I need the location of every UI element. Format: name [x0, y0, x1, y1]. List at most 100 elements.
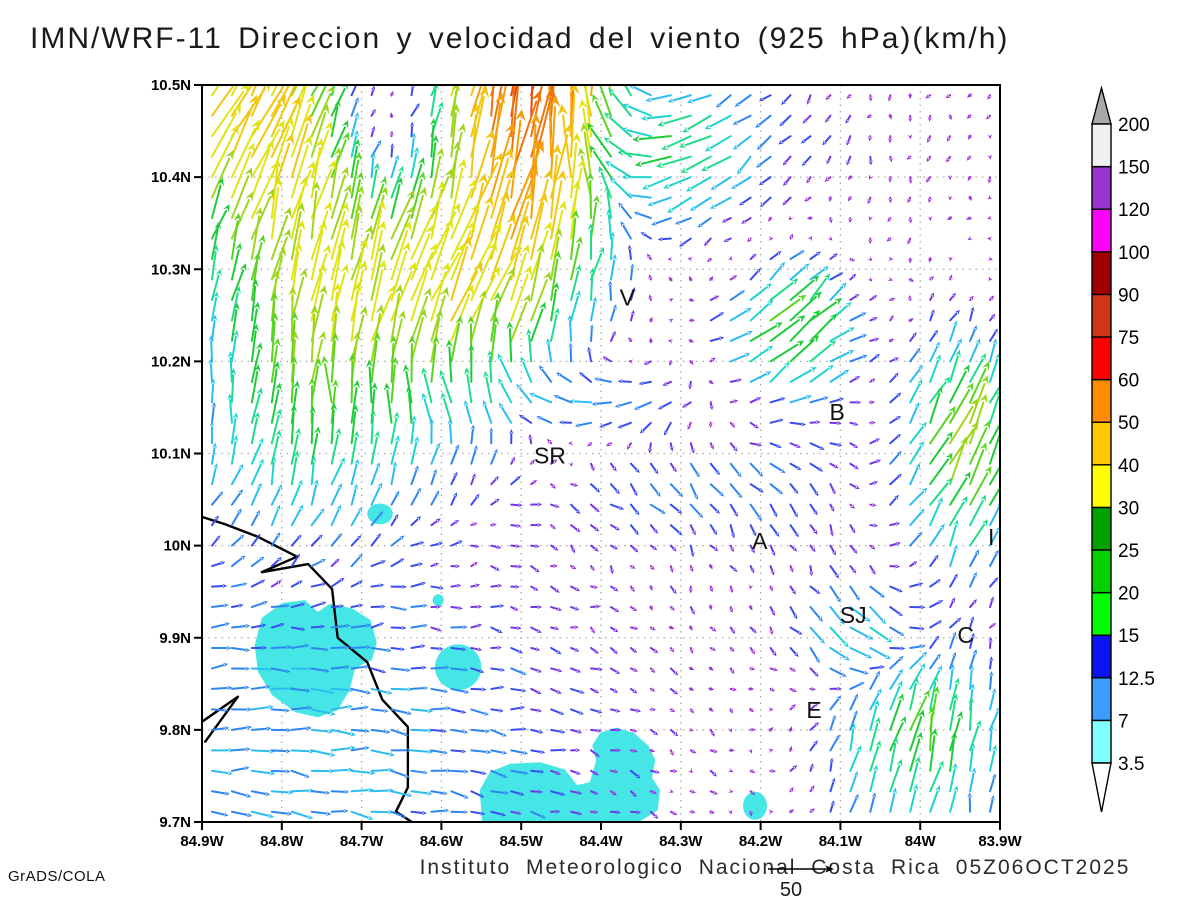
wind-arrow	[410, 603, 428, 609]
wind-arrow	[309, 405, 317, 445]
wind-arrow	[829, 503, 835, 512]
wind-arrow	[589, 565, 595, 572]
wind-arrow	[370, 622, 385, 629]
wind-arrow	[609, 667, 621, 675]
wind-arrow	[250, 509, 260, 527]
wind-arrow	[536, 416, 553, 424]
wind-arrow	[390, 461, 398, 486]
wind-arrow	[925, 93, 932, 99]
wind-arrow	[330, 201, 349, 261]
wind-arrow	[749, 727, 756, 733]
wind-arrow	[829, 777, 836, 793]
colorbar-label: 3.5	[1118, 754, 1144, 775]
wind-arrow	[482, 400, 493, 424]
wind-arrow	[210, 150, 234, 199]
wind-arrow	[530, 789, 543, 795]
wind-arrow	[868, 215, 873, 221]
wind-arrow	[598, 85, 612, 117]
wind-arrow	[968, 295, 974, 301]
wind-arrow	[748, 707, 755, 713]
wind-arrow	[530, 271, 551, 322]
wind-arrow	[988, 276, 993, 283]
wind-arrow	[350, 810, 374, 820]
lat-tick-label: 10.5N	[151, 77, 191, 94]
wind-arrow	[789, 544, 798, 552]
wind-arrow	[908, 277, 915, 282]
wind-arrow	[390, 284, 404, 342]
wind-arrow	[408, 335, 416, 383]
wind-arrow	[929, 386, 943, 424]
wind-arrow	[749, 666, 756, 671]
wind-arrow	[591, 401, 612, 407]
wind-arrow	[709, 809, 715, 814]
wind-arrow	[788, 233, 794, 240]
wind-arrow	[688, 297, 695, 302]
wind-arrow	[646, 253, 652, 261]
wind-arrow	[410, 708, 433, 714]
wind-arrow	[987, 154, 992, 160]
wind-arrow	[869, 670, 880, 690]
wind-arrow	[230, 85, 239, 97]
wind-arrow	[889, 473, 902, 486]
wind-arrow	[709, 442, 714, 450]
wind-arrow	[806, 94, 812, 105]
wind-arrow	[731, 176, 752, 190]
lon-tick-label: 84.8W	[260, 833, 304, 850]
wind-arrow	[530, 168, 553, 240]
wind-arrow	[989, 622, 997, 629]
wind-arrow	[590, 462, 595, 472]
lat-tick-label: 10.1N	[151, 446, 191, 463]
wind-arrow	[270, 382, 282, 424]
wind-arrow	[230, 746, 251, 752]
wind-arrow	[988, 656, 994, 670]
wind-arrow	[570, 236, 583, 281]
wind-arrow	[210, 662, 229, 670]
wind-arrow	[545, 338, 553, 363]
wind-arrow	[389, 90, 394, 97]
wind-arrow	[769, 294, 807, 322]
wind-arrow	[869, 585, 885, 598]
wind-arrow	[310, 456, 317, 486]
wind-arrow	[949, 519, 959, 547]
wind-arrow	[849, 565, 857, 574]
wind-arrow	[574, 421, 593, 428]
wind-arrow	[829, 686, 842, 692]
wind-arrow	[390, 535, 405, 547]
wind-arrow	[330, 603, 345, 609]
wind-arrow	[669, 442, 674, 452]
wind-arrow	[829, 462, 839, 469]
wind-arrow	[824, 114, 832, 123]
wind-arrow	[230, 330, 239, 363]
wind-arrow	[888, 196, 893, 204]
wind-arrow	[749, 322, 783, 342]
wind-arrow	[987, 194, 994, 200]
wind-arrow	[410, 810, 427, 816]
wind-arrow	[550, 687, 562, 694]
wind-arrow	[490, 603, 505, 609]
wind-arrow	[470, 646, 483, 652]
wind-arrow	[570, 544, 576, 554]
wind-arrow	[789, 565, 794, 573]
wind-arrow	[621, 174, 652, 181]
wind-arrow	[967, 792, 973, 813]
wind-arrow	[669, 503, 683, 514]
wind-arrow	[709, 295, 720, 301]
wind-arrow	[558, 420, 573, 425]
wind-arrow	[590, 708, 603, 714]
wind-arrow	[518, 414, 533, 424]
wind-arrow	[598, 166, 612, 199]
wind-arrow	[270, 644, 292, 650]
shaded-patch	[432, 594, 444, 607]
wind-arrow	[250, 301, 261, 342]
wind-arrow	[679, 237, 692, 247]
wind-arrow	[550, 524, 556, 530]
wind-arrow	[550, 282, 560, 322]
wind-arrow	[370, 284, 396, 342]
wind-arrow	[809, 585, 821, 595]
wind-arrow	[727, 767, 734, 773]
colorbar-label: 12.5	[1118, 669, 1155, 690]
shaded-patch	[479, 727, 661, 822]
wind-arrow	[889, 415, 902, 424]
wind-arrow	[270, 667, 291, 674]
